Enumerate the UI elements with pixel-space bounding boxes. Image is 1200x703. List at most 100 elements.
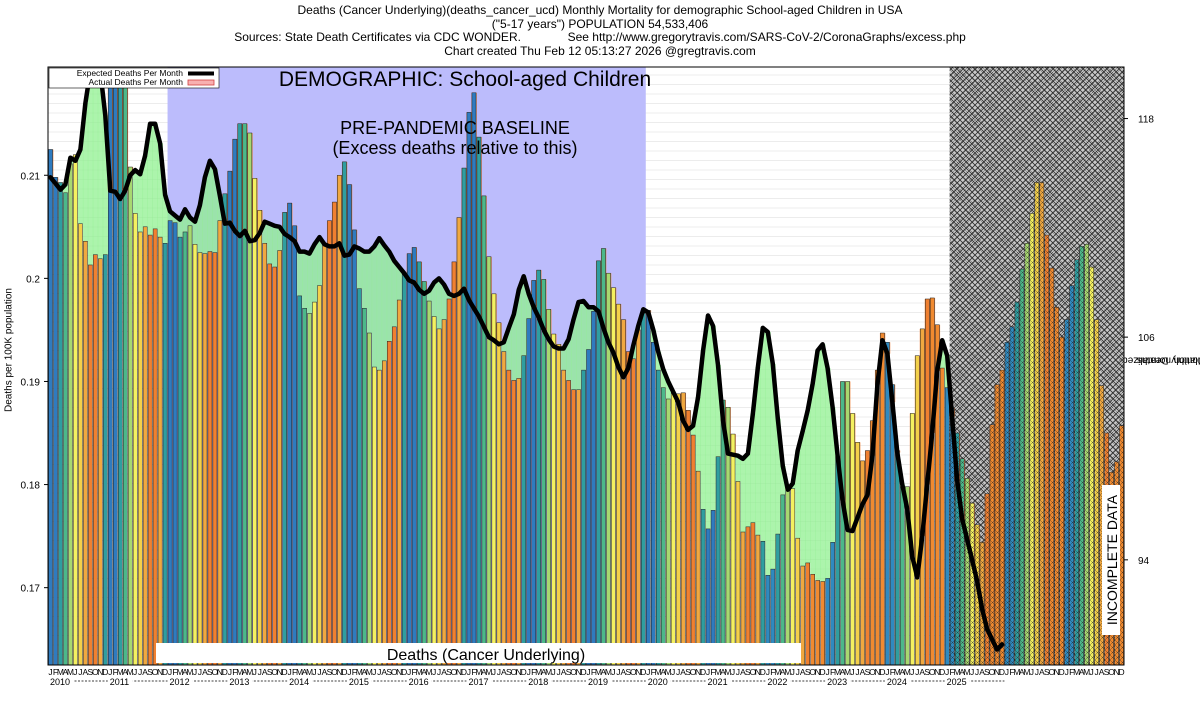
bar-month-154: [815, 580, 820, 666]
x-month-label: J: [372, 667, 376, 677]
y-tick-label: 0.17: [21, 584, 41, 595]
x-year-label-bg: [108, 677, 133, 686]
x-month-label: M: [356, 667, 363, 677]
x-month-label: D: [401, 667, 407, 677]
bar-month-43: [262, 243, 268, 666]
x-month-label: O: [929, 667, 936, 677]
bar-month-148: [785, 486, 791, 666]
bar-month-34: [217, 220, 223, 666]
bar-month-68: [386, 341, 392, 666]
x-month-label: N: [97, 667, 103, 677]
deficit-area: [441, 284, 447, 320]
x-month-label: F: [830, 667, 835, 677]
x-month-label: J: [228, 667, 232, 677]
bar-month-48: [287, 202, 292, 666]
bar-month-89: [491, 293, 497, 666]
x-month-label: J: [671, 667, 675, 677]
x-month-label: J: [796, 667, 800, 677]
x-year-label-bg: [706, 677, 731, 686]
x-month-label: S: [984, 667, 990, 677]
x-month-label: A: [800, 667, 806, 677]
x-month-label: S: [506, 667, 512, 677]
bar-month-177: [929, 297, 935, 666]
x-month-label: N: [934, 667, 940, 677]
bar-month-70: [396, 299, 402, 666]
x-month-label: M: [186, 667, 193, 677]
x-month-label: O: [1108, 667, 1115, 677]
x-year-label: 2016: [409, 677, 429, 687]
bar-month-74: [416, 261, 422, 666]
bar-month-151: [800, 565, 806, 666]
x-month-label: O: [92, 667, 99, 677]
x-month-label: A: [1039, 667, 1045, 677]
x-year-label-bg: [49, 677, 73, 686]
deficit-area: [307, 253, 313, 314]
chart-created-line: Chart created Thu Feb 12 05:13:27 2026 @…: [444, 43, 756, 58]
bar-month-6: [78, 223, 83, 666]
deficit-area: [665, 381, 672, 399]
x-month-label: J: [551, 667, 555, 677]
x-month-label: O: [690, 667, 697, 677]
bar-month-72: [406, 253, 412, 666]
x-month-label: M: [475, 667, 482, 677]
deficit-area: [735, 455, 741, 482]
x-year-label: 2023: [827, 677, 847, 687]
deficit-area: [516, 289, 522, 379]
x-month-label: J: [138, 667, 142, 677]
x-month-label: A: [501, 667, 507, 677]
x-month-label: M: [246, 667, 253, 677]
bar-month-59: [342, 161, 347, 666]
y-tick-label: 0.19: [21, 377, 41, 388]
deficit-area: [820, 344, 826, 582]
x-month-label: D: [580, 667, 586, 677]
x-month-label: N: [1054, 667, 1060, 677]
x-month-label: F: [1009, 667, 1014, 677]
x-month-label: A: [421, 667, 427, 677]
x-month-label: A: [601, 667, 607, 677]
bar-month-35: [222, 193, 228, 666]
x-month-label: S: [865, 667, 871, 677]
x-month-label: N: [516, 667, 522, 677]
x-month-label: F: [890, 667, 895, 677]
bar-month-85: [471, 92, 477, 666]
deficit-area: [77, 149, 84, 224]
x-month-label: F: [352, 667, 357, 677]
bar-month-106: [576, 389, 581, 666]
x-month-label: F: [710, 667, 715, 677]
deficit-area: [391, 260, 398, 327]
x-month-label: F: [471, 667, 476, 677]
x-month-label: A: [1079, 667, 1085, 677]
deficit-area: [695, 396, 701, 472]
x-month-label: M: [127, 667, 134, 677]
bar-month-125: [670, 392, 676, 666]
x-month-label: A: [860, 667, 866, 677]
x-month-label: S: [207, 667, 213, 677]
bar-month-53: [312, 301, 317, 666]
chart-sources-line: Sources: State Death Certificates via CD…: [234, 30, 966, 44]
x-month-label: J: [791, 667, 795, 677]
x-month-label: J: [133, 667, 137, 677]
x-month-label: D: [521, 667, 527, 677]
deficit-area: [157, 143, 163, 238]
deficit-area: [197, 205, 203, 253]
bar-month-113: [611, 287, 616, 666]
x-month-label: S: [805, 667, 811, 677]
bar-month-130: [695, 470, 701, 666]
deficit-area: [655, 351, 662, 371]
deficit-area: [182, 209, 188, 232]
x-month-label: F: [651, 667, 656, 677]
x-month-label: J: [198, 667, 202, 677]
x-month-label: M: [426, 667, 433, 677]
deficit-area: [267, 223, 273, 264]
bar-month-129: [690, 434, 696, 666]
bar-month-21: [152, 228, 158, 666]
x-year-label: 2015: [349, 677, 369, 687]
deficit-area: [511, 314, 517, 381]
bar-month-52: [307, 313, 312, 666]
bar-month-105: [571, 389, 576, 666]
bar-month-134: [715, 456, 721, 666]
x-month-label: M: [176, 667, 183, 677]
x-month-label: J: [377, 667, 381, 677]
x-month-label: J: [586, 667, 590, 677]
x-month-label: J: [945, 667, 949, 677]
